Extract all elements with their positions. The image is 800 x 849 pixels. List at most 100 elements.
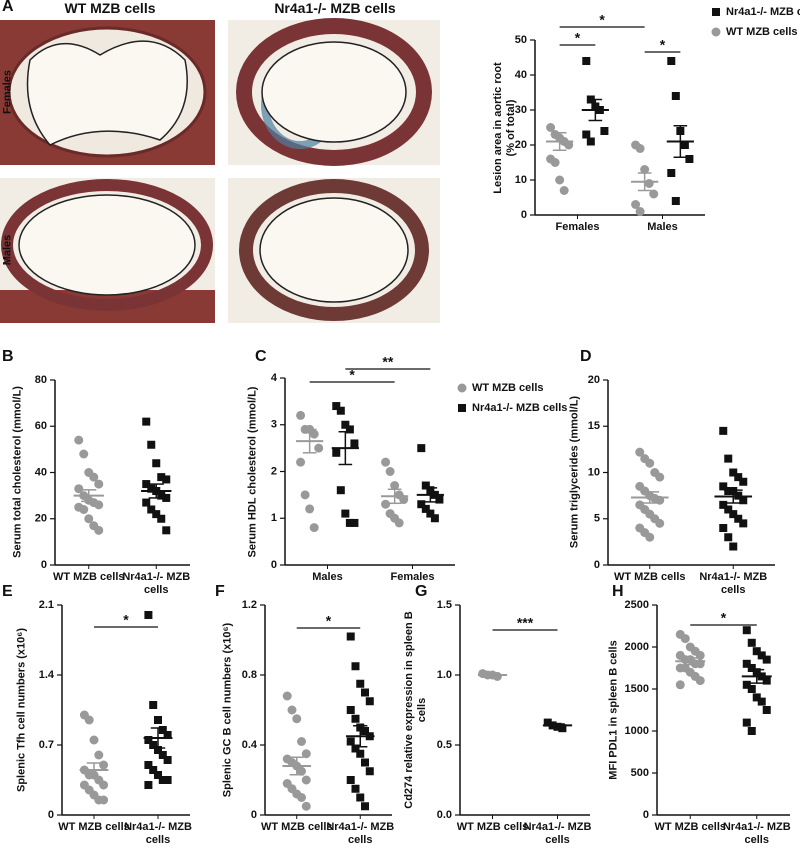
data-point xyxy=(719,524,728,532)
data-point xyxy=(586,137,595,146)
data-point xyxy=(346,776,355,784)
data-point xyxy=(157,491,166,500)
x-tick-label: Nr4a1-/- MZB cells xyxy=(122,571,191,596)
data-point xyxy=(162,526,171,535)
x-tick-label: Females xyxy=(555,221,600,233)
data-point xyxy=(345,425,354,434)
y-axis-label: Serum triglycerides (mmol/L) xyxy=(568,395,581,549)
data-point xyxy=(149,766,158,774)
data-point xyxy=(346,632,355,641)
data-point xyxy=(719,482,728,491)
data-point xyxy=(341,420,350,429)
data-point xyxy=(332,402,341,411)
data-point xyxy=(152,459,161,468)
error-bar xyxy=(673,125,688,158)
significance-label: * xyxy=(123,612,129,628)
data-point xyxy=(645,458,655,468)
x-tick-label: WT MZB cells xyxy=(654,821,726,833)
error-bar xyxy=(588,98,603,122)
data-point xyxy=(734,514,743,523)
data-point xyxy=(752,647,761,656)
data-point xyxy=(747,664,756,672)
y-tick-label: 0 xyxy=(41,559,47,571)
data-point xyxy=(739,477,748,486)
data-point xyxy=(74,484,84,494)
y-tick-label: 0.8 xyxy=(242,669,257,681)
data-point xyxy=(346,706,355,714)
y-tick-label: 0 xyxy=(643,809,649,821)
data-point xyxy=(292,714,302,724)
data-point xyxy=(742,718,751,727)
panel-letter: G xyxy=(415,583,428,600)
data-point xyxy=(645,532,655,542)
data-point xyxy=(417,500,426,509)
data-point xyxy=(734,473,743,482)
significance-label: * xyxy=(326,613,332,629)
data-point xyxy=(671,92,680,100)
y-tick-label: 0 xyxy=(48,809,54,821)
y-tick-label: 1.0 xyxy=(437,669,452,681)
data-point xyxy=(154,716,162,724)
data-point xyxy=(314,443,324,453)
data-point xyxy=(351,714,360,723)
data-point xyxy=(149,701,158,709)
data-point xyxy=(361,802,370,811)
data-point xyxy=(729,542,738,551)
data-point xyxy=(163,776,172,784)
data-point xyxy=(390,481,400,491)
data-point xyxy=(724,505,733,514)
data-point xyxy=(381,499,391,509)
x-tick-label: Males xyxy=(647,221,678,233)
data-point xyxy=(747,727,756,735)
data-point xyxy=(163,731,172,739)
y-tick-label: 1 xyxy=(271,512,277,524)
row-label: Males xyxy=(1,234,14,266)
data-point xyxy=(361,727,370,735)
data-point xyxy=(762,676,771,685)
legend-swatch xyxy=(712,8,720,16)
data-point xyxy=(435,495,444,504)
data-point xyxy=(655,518,665,528)
data-point xyxy=(84,514,94,524)
y-tick-label: 1.5 xyxy=(437,599,452,611)
data-point xyxy=(394,518,404,528)
data-point xyxy=(559,186,569,195)
legend-swatch xyxy=(457,383,467,393)
data-point xyxy=(356,679,365,688)
significance-label: * xyxy=(599,12,605,28)
error-bar xyxy=(81,489,97,503)
data-point xyxy=(332,448,341,457)
data-point xyxy=(543,718,552,727)
data-point xyxy=(640,165,650,174)
error-bar xyxy=(338,431,353,466)
data-point xyxy=(365,697,374,706)
significance-label: * xyxy=(575,30,581,46)
data-point xyxy=(297,766,307,776)
x-tick-label: Nr4a1-/- MZB cells xyxy=(326,821,395,846)
data-point xyxy=(297,737,307,746)
data-point xyxy=(762,706,771,714)
data-point xyxy=(142,480,151,489)
y-tick-label: 15 xyxy=(588,420,600,432)
histology-wall xyxy=(239,179,429,321)
data-point xyxy=(309,523,319,533)
data-point xyxy=(644,179,654,188)
data-point xyxy=(336,486,345,495)
data-point xyxy=(742,626,751,635)
data-point xyxy=(399,495,409,505)
y-axis-label: Splenic GC B cell numbers (x10⁶) xyxy=(221,622,234,798)
y-tick-label: 1500 xyxy=(625,683,649,695)
error-bar xyxy=(682,657,698,666)
y-tick-label: 40 xyxy=(515,69,527,81)
histology-images xyxy=(0,18,440,323)
data-point xyxy=(667,169,676,177)
data-point xyxy=(649,189,659,199)
error-bar xyxy=(550,723,565,728)
y-tick-label: 0.7 xyxy=(39,739,54,751)
x-tick-label: Nr4a1-/- MZB cells xyxy=(523,821,592,846)
data-point xyxy=(296,410,306,420)
y-tick-label: 80 xyxy=(35,374,47,386)
data-point xyxy=(351,784,360,793)
data-point xyxy=(345,518,354,527)
